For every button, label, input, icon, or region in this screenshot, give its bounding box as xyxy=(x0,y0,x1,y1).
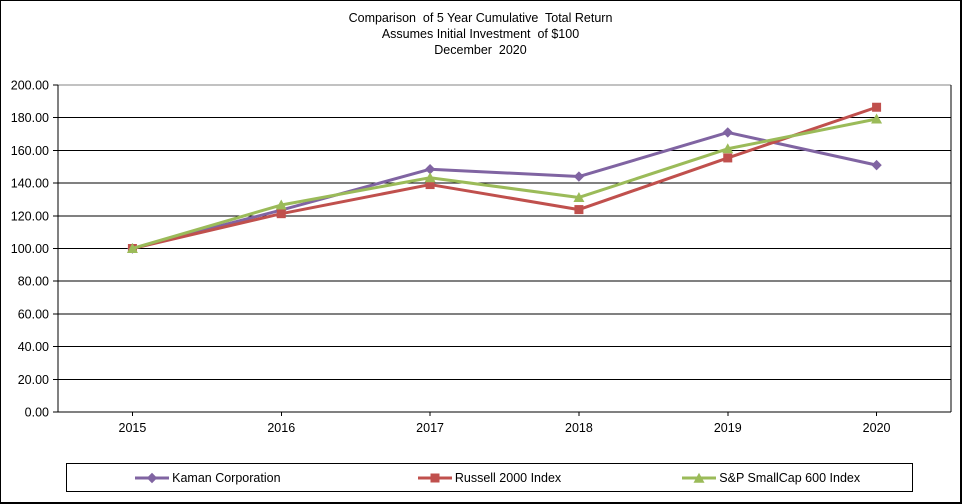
x-axis-label: 2018 xyxy=(565,421,593,435)
legend-marker-glyph xyxy=(135,472,170,483)
legend-marker-glyph xyxy=(417,473,452,482)
series-marker-s-p-smallcap-600-index xyxy=(424,172,436,183)
legend-item-kaman-corporation: Kaman Corporation xyxy=(67,471,349,485)
series-marker-russell-2000-index xyxy=(574,205,584,215)
x-axis-label: 2019 xyxy=(714,421,742,435)
y-axis-label: 200.00 xyxy=(11,79,49,93)
legend-marker-glyph xyxy=(682,472,717,483)
series-marker-russell-2000-index xyxy=(276,209,286,219)
legend-item-sp-smallcap-600-index: S&P SmallCap 600 Index xyxy=(630,471,912,485)
series-marker-russell-2000-index xyxy=(723,153,733,163)
legend: Kaman Corporation Russell 2000 Index S&P… xyxy=(66,463,913,492)
y-axis-label: 120.00 xyxy=(11,209,49,223)
series-line-kaman-corporation xyxy=(130,130,879,250)
legend-triangle-marker-icon xyxy=(682,472,717,484)
y-axis-label: 100.00 xyxy=(11,242,49,256)
series-marker-s-p-smallcap-600-index xyxy=(275,199,287,210)
chart-title-line-1: Comparison of 5 Year Cumulative Total Re… xyxy=(348,11,613,25)
y-axis-label: 0.00 xyxy=(25,406,49,420)
chart-title: Comparison of 5 Year Cumulative Total Re… xyxy=(1,10,960,58)
x-axis-label: 2015 xyxy=(119,421,147,435)
legend-label-sp-smallcap-600-index: S&P SmallCap 600 Index xyxy=(719,470,861,485)
series-line-s-p-smallcap-600-index xyxy=(130,117,879,250)
legend-square-marker-icon xyxy=(417,472,452,484)
series-marker-russell-2000-index xyxy=(425,180,435,190)
chart-title-line-3: December 2020 xyxy=(434,43,527,57)
series-marker-kaman-corporation xyxy=(871,159,882,171)
y-axis-label: 180.00 xyxy=(11,111,49,125)
legend-label-russell-2000-index: Russell 2000 Index xyxy=(454,470,562,485)
legend-item-russell-2000-index: Russell 2000 Index xyxy=(349,471,631,485)
y-axis-label: 160.00 xyxy=(11,144,49,158)
series-marker-kaman-corporation xyxy=(573,171,585,182)
y-axis-label: 80.00 xyxy=(18,275,49,289)
y-axis-label: 140.00 xyxy=(11,177,49,191)
y-axis-label: 60.00 xyxy=(18,307,49,321)
series-marker-russell-2000-index xyxy=(872,102,882,112)
legend-label-kaman-corporation: Kaman Corporation xyxy=(172,470,281,485)
series-line-russell-2000-index xyxy=(130,105,879,250)
y-axis-label: 20.00 xyxy=(18,373,49,387)
x-axis-label: 2016 xyxy=(267,421,295,435)
chart-title-line-2: Assumes Initial Investment of $100 xyxy=(381,27,580,41)
y-axis-label: 40.00 xyxy=(18,340,49,354)
series-marker-kaman-corporation xyxy=(722,127,733,138)
series-marker-s-p-smallcap-600-index xyxy=(871,113,883,124)
series-marker-s-p-smallcap-600-index xyxy=(722,143,734,154)
legend-diamond-marker-icon xyxy=(135,472,170,484)
x-axis-label: 2020 xyxy=(863,421,891,435)
x-axis-label: 2017 xyxy=(416,421,444,435)
series-marker-kaman-corporation xyxy=(424,164,436,175)
series-marker-s-p-smallcap-600-index xyxy=(573,191,585,202)
series-marker-s-p-smallcap-600-index xyxy=(126,243,138,253)
